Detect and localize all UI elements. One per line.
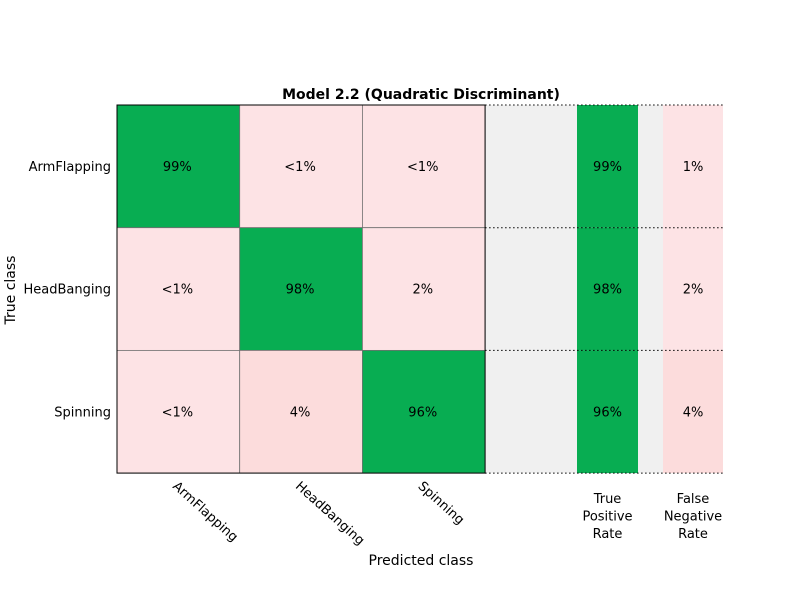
matrix-cell <box>116 227 241 351</box>
summary-cell-label: 98% <box>593 283 622 298</box>
summary-header-line: Rate <box>593 527 623 542</box>
summary-header-line: Negative <box>664 510 722 525</box>
matrix-cell-label: 96% <box>408 405 437 420</box>
summary-cell <box>577 105 638 228</box>
x-axis-label: Predicted class <box>369 553 474 569</box>
row-tick-label: ArmFlapping <box>29 160 111 175</box>
matrix-cell <box>361 227 486 351</box>
summary-cell <box>663 227 723 351</box>
matrix-cell-label: <1% <box>407 160 439 175</box>
matrix-cell-label: <1% <box>162 283 194 298</box>
matrix-cells: 99% <1% <1% <1% 98% 2% <1% 4% 96% <box>116 104 486 474</box>
row-tick-label: Spinning <box>54 405 111 420</box>
matrix-cell-label: 99% <box>163 160 192 175</box>
matrix-cell-label: 4% <box>290 405 311 420</box>
summary-header-line: False <box>677 492 710 507</box>
matrix-cell <box>361 349 486 474</box>
row-tick-labels: ArmFlapping HeadBanging Spinning <box>24 160 111 420</box>
summary-column-headers: True Positive Rate False Negative Rate <box>582 492 722 542</box>
summary-cell <box>663 350 723 474</box>
matrix-cell-label: 98% <box>286 283 315 298</box>
summary-cell-label: 99% <box>593 160 622 175</box>
matrix-cell <box>361 104 486 229</box>
summary-header-line: True <box>593 492 622 507</box>
summary-header-line: Rate <box>678 527 708 542</box>
summary-cell-label: 2% <box>683 283 704 298</box>
row-tick-label: HeadBanging <box>24 283 111 298</box>
matrix-cell <box>239 349 363 474</box>
summary-cell-label: 4% <box>683 405 704 420</box>
matrix-cell <box>239 104 363 229</box>
summary-cell-label: 1% <box>683 160 704 175</box>
summary-cell <box>663 105 723 228</box>
matrix-border <box>116 104 486 474</box>
matrix-cell-label: <1% <box>162 405 194 420</box>
summary-cell-label: 96% <box>593 405 622 420</box>
summary-cell <box>577 350 638 474</box>
summary-header-line: Positive <box>582 510 632 525</box>
matrix-cell-label: 2% <box>412 283 433 298</box>
chart-title: Model 2.2 (Quadratic Discriminant) <box>282 87 560 103</box>
matrix-cell <box>116 104 241 229</box>
summary-panel: 99% 98% 96% 1% 2% 4% <box>485 104 723 474</box>
matrix-cell <box>116 349 241 474</box>
y-axis-label: True class <box>3 256 19 326</box>
summary-cell <box>577 227 638 351</box>
matrix-cell-label: <1% <box>284 160 316 175</box>
